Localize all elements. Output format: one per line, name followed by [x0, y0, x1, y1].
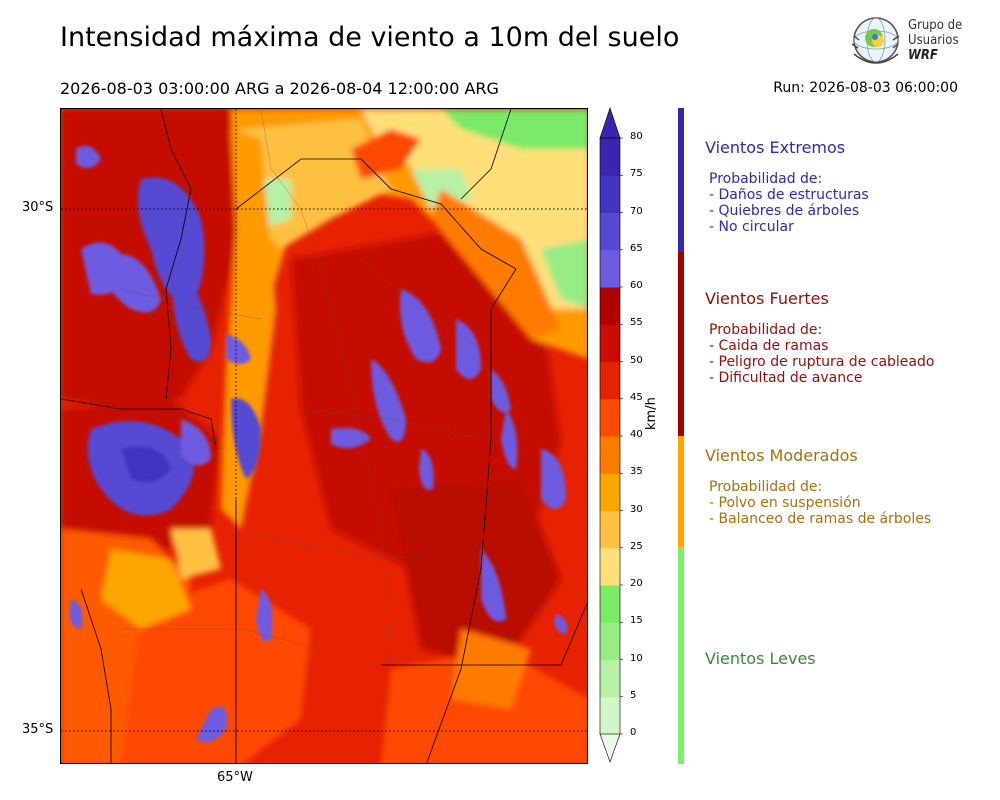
category-light: Vientos Leves	[705, 649, 816, 668]
category-extreme: Vientos Extremos Probabilidad de: - Daño…	[705, 138, 869, 235]
category-strong: Vientos Fuertes Probabilidad de: - Caida…	[705, 289, 934, 386]
colorbar	[596, 100, 666, 770]
province-boundaries	[120, 109, 482, 666]
colorbar-bin	[600, 659, 620, 698]
wind-speed-map	[60, 108, 588, 764]
colorbar-bin	[600, 436, 620, 474]
legend-bar-light	[678, 547, 684, 764]
graticule	[61, 109, 587, 763]
lat-label-35s: 35°S	[22, 722, 54, 737]
run-time: Run: 2026-08-03 06:00:00	[773, 80, 958, 96]
colorbar-tick-label: 25	[630, 540, 643, 552]
colorbar-tick-label: 20	[630, 578, 643, 589]
colorbar-tick-label: 45	[630, 391, 643, 403]
colorbar-tick-label: 55	[630, 317, 643, 329]
globe-logo-icon	[851, 17, 900, 64]
category-light-name: Vientos Leves	[705, 649, 816, 668]
category-strong-name: Vientos Fuertes	[705, 289, 829, 308]
legend-bar-extreme	[678, 108, 684, 252]
logo-text-wrf: WRF	[908, 48, 938, 63]
colorbar-bin	[600, 622, 620, 660]
legend-bar-moderate	[678, 436, 684, 547]
lat-label-30s: 30°S	[22, 200, 54, 215]
colorbar-tick-label: 15	[630, 615, 643, 627]
legend-color-bar	[678, 108, 684, 764]
logo-text-line2: Usuarios	[908, 33, 959, 48]
colorbar-tick-label: 30	[630, 503, 643, 515]
colorbar-tick-label: 35	[630, 466, 643, 478]
colorbar-bin	[600, 398, 620, 437]
desc-line: Probabilidad de:	[709, 479, 823, 495]
colorbar-bin	[600, 510, 620, 549]
category-extreme-desc: Probabilidad de: - Daños de estructuras …	[705, 171, 869, 235]
colorbar-tick-label: 60	[630, 280, 643, 291]
desc-line: - Dificultad de avance	[709, 370, 863, 386]
colorbar-bin	[600, 212, 620, 251]
colorbar-svg	[599, 107, 623, 763]
colorbar-tick-label: 70	[630, 205, 643, 217]
colorbar-bin	[600, 361, 620, 400]
colorbar-bin	[600, 547, 620, 586]
colorbar-tick-label: 80	[630, 131, 643, 142]
colorbar-extend-min	[599, 733, 621, 763]
colorbar-tick-label: 10	[630, 652, 643, 664]
colorbar-unit: km/h	[644, 397, 659, 430]
category-moderate-desc: Probabilidad de: - Polvo en suspensión -…	[705, 479, 931, 527]
colorbar-tick-label: 65	[630, 242, 643, 254]
map-boundaries	[61, 109, 587, 763]
colorbar-extend-max	[599, 107, 621, 139]
colorbar-bin	[600, 249, 620, 288]
category-moderate-name: Vientos Moderados	[705, 446, 858, 465]
desc-line: - Quiebres de árboles	[709, 203, 860, 219]
desc-line: - Caida de ramas	[709, 338, 829, 354]
colorbar-bin	[600, 585, 620, 623]
desc-line: Probabilidad de:	[709, 171, 823, 187]
logo-text-line1: Grupo de	[908, 18, 963, 33]
map-title: Intensidad máxima de viento a 10m del su…	[60, 22, 680, 53]
colorbar-bin	[600, 324, 620, 362]
desc-line: Probabilidad de:	[709, 322, 823, 338]
colorbar-bin	[600, 473, 620, 511]
colorbar-tick-label: 0	[630, 727, 637, 738]
category-moderate: Vientos Moderados Probabilidad de: - Pol…	[705, 446, 931, 527]
colorbar-tick-label: 50	[630, 354, 643, 366]
colorbar-bin	[600, 138, 620, 176]
lon-label-65w: 65°W	[217, 770, 253, 785]
colorbar-bin	[600, 175, 620, 213]
category-extreme-name: Vientos Extremos	[705, 138, 846, 157]
colorbar-bin	[600, 287, 620, 325]
colorbar-bin	[600, 696, 620, 735]
desc-line: - Daños de estructuras	[709, 187, 869, 203]
colorbar-tick-label: 5	[630, 689, 637, 701]
colorbar-tick-label: 75	[630, 168, 643, 180]
legend-bar-strong	[678, 252, 684, 436]
wind-field-svg	[61, 109, 587, 763]
wrf-users-logo: Grupo de Usuarios WRF	[848, 14, 978, 74]
desc-line: - Balanceo de ramas de árboles	[709, 511, 932, 527]
colorbar-tick-label: 40	[630, 429, 643, 440]
forecast-period: 2026-08-03 03:00:00 ARG a 2026-08-04 12:…	[60, 79, 499, 98]
desc-line: - Polvo en suspensión	[709, 495, 861, 511]
desc-line: - No circular	[709, 219, 794, 235]
desc-line: - Peligro de ruptura de cableado	[709, 354, 935, 370]
extreme-wind-patches	[69, 145, 568, 743]
category-strong-desc: Probabilidad de: - Caida de ramas - Peli…	[705, 322, 934, 386]
